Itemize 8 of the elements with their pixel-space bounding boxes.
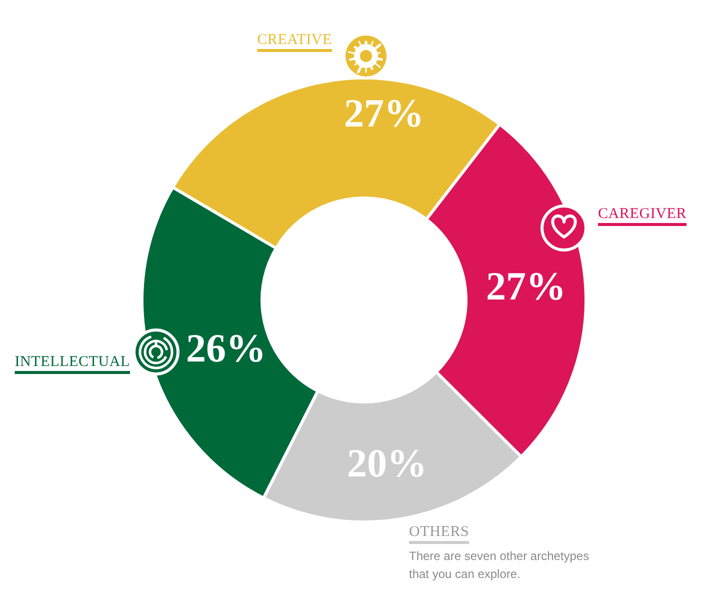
slice-label: INTELLECTUAL (14, 354, 130, 370)
data-label: 27% (486, 263, 566, 308)
data-label: 27% (344, 90, 424, 136)
data-label: 26% (186, 325, 266, 370)
slice-label: CREATIVE (257, 32, 332, 48)
text: There are seven other archetypes that you can explore. (409, 549, 590, 581)
slice-label: OTHERS (409, 524, 470, 540)
slice-label: CAREGIVER (598, 206, 687, 222)
